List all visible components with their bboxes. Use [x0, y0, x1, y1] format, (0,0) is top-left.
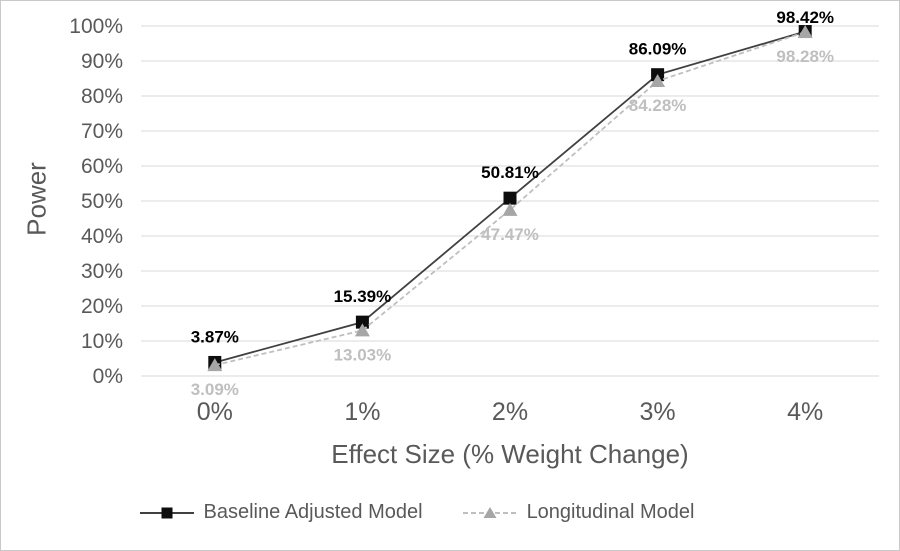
y-tick-label: 60% — [81, 155, 123, 178]
marker-triangle-icon — [797, 25, 813, 39]
x-tick-label: 3% — [640, 398, 676, 426]
marker-triangle-icon — [354, 323, 370, 337]
legend-label-longitudinal: Longitudinal Model — [526, 501, 695, 523]
y-tick-label: 100% — [69, 15, 123, 38]
legend-marker-square-icon — [139, 507, 194, 518]
legend-item-longitudinal-model: Longitudinal Model — [461, 501, 695, 524]
data-label-baseline-adjusted-model: 50.81% — [481, 163, 539, 182]
data-label-longitudinal-model: 84.28% — [629, 96, 687, 115]
data-label-baseline-adjusted-model: 98.42% — [776, 8, 834, 27]
data-label-longitudinal-model: 98.28% — [776, 47, 834, 66]
data-label-baseline-adjusted-model: 86.09% — [629, 40, 687, 59]
x-axis-title: Effect Size (% Weight Change) — [331, 439, 689, 469]
x-tick-label: 0% — [197, 398, 233, 426]
data-label-longitudinal-model: 13.03% — [334, 345, 392, 364]
legend-marker-triangle-icon — [462, 506, 517, 518]
y-tick-label: 90% — [81, 50, 123, 73]
legend-item-baseline-adjusted-model: Baseline Adjusted Model — [138, 501, 423, 524]
data-label-longitudinal-model: 3.09% — [191, 380, 239, 399]
legend-triangle — [483, 506, 497, 518]
x-tick-label: 2% — [492, 398, 528, 426]
y-tick-label: 70% — [81, 120, 123, 143]
y-tick-label: 20% — [81, 295, 123, 318]
marker-triangle-icon — [502, 202, 518, 216]
y-axis-title: Power — [21, 162, 52, 236]
data-label-longitudinal-model: 47.47% — [481, 225, 539, 244]
y-tick-label: 0% — [93, 365, 123, 388]
legend-label-baseline: Baseline Adjusted Model — [203, 501, 423, 523]
legend-square — [161, 507, 173, 518]
data-label-baseline-adjusted-model: 3.87% — [191, 327, 239, 346]
y-tick-label: 10% — [81, 330, 123, 353]
marker-square-icon — [503, 191, 517, 205]
y-tick-label: 50% — [81, 190, 123, 213]
plot-area: 0% 10% 20% 30% 40% 50% 60% 70% 80% 90% 100% 0% 1% 2% 3… — [69, 8, 879, 426]
marker-triangle-icon — [650, 74, 666, 88]
y-tick-label: 80% — [81, 85, 123, 108]
x-tick-label: 1% — [344, 398, 380, 426]
y-tick-label: 40% — [81, 225, 123, 248]
legend: Baseline Adjusted Model Longitudinal Mod… — [1, 501, 865, 524]
y-tick-label: 30% — [81, 260, 123, 283]
x-tick-label: 4% — [787, 398, 823, 426]
marker-triangle-icon — [207, 358, 223, 372]
marker-square-icon — [355, 315, 369, 329]
data-label-baseline-adjusted-model: 15.39% — [334, 287, 392, 306]
